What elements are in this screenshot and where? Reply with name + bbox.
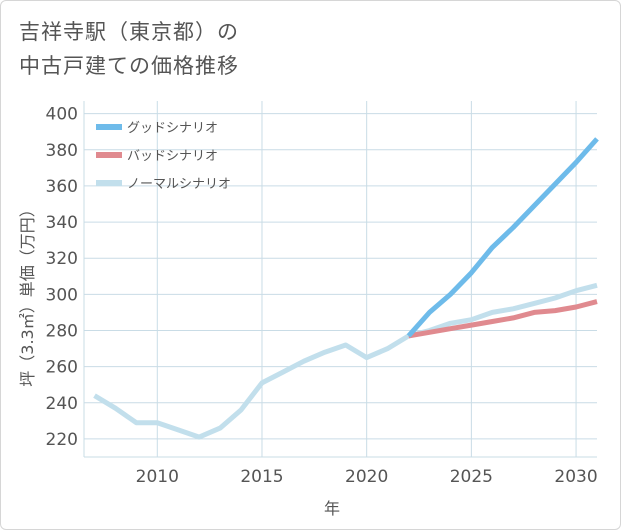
y-tick-label: 400 <box>46 105 78 125</box>
legend-label: バッドシナリオ <box>127 149 218 164</box>
legend-normal-scenario[interactable]: ノーマルシナリオ <box>96 177 231 192</box>
plot-frame <box>83 101 597 458</box>
title-line-2: 中古戸建ての価格推移 <box>19 54 239 78</box>
y-tick-label: 320 <box>46 249 78 269</box>
y-tick-label: 260 <box>46 358 78 378</box>
good-scenario-line <box>406 137 599 338</box>
series-lines <box>93 137 599 440</box>
x-tick-label: 2030 <box>554 467 597 487</box>
chart-title: 吉祥寺駅（東京都）の 中古戸建ての価格推移 <box>19 15 239 83</box>
legend-bad-scenario[interactable]: バッドシナリオ <box>96 149 218 164</box>
x-tick-label: 2010 <box>136 467 179 487</box>
legend-label: ノーマルシナリオ <box>127 177 231 192</box>
legend-label: グッドシナリオ <box>127 121 218 136</box>
y-axis-label: 坪（3.3㎡）単価（万円） <box>18 201 37 386</box>
y-tick-label: 300 <box>46 285 78 305</box>
normal-scenario-line <box>93 282 598 440</box>
x-tick-label: 2020 <box>345 467 388 487</box>
y-tick-label: 380 <box>46 141 78 161</box>
y-tick-label: 280 <box>46 322 78 342</box>
x-axis-ticks: 2010 2015 2020 2025 2030 <box>136 467 598 487</box>
x-tick-label: 2015 <box>240 467 283 487</box>
y-tick-label: 240 <box>46 394 78 414</box>
title-line-1: 吉祥寺駅（東京都）の <box>19 20 239 44</box>
x-tick-label: 2025 <box>450 467 493 487</box>
y-tick-label: 220 <box>46 430 78 450</box>
y-tick-label: 360 <box>46 177 78 197</box>
bad-scenario-line <box>408 299 598 339</box>
legend-good-scenario[interactable]: グッドシナリオ <box>96 121 218 136</box>
y-axis-ticks: 220 240 260 280 300 320 340 360 380 400 <box>46 105 78 450</box>
y-tick-label: 340 <box>46 213 78 233</box>
x-axis-label: 年 <box>324 499 340 518</box>
